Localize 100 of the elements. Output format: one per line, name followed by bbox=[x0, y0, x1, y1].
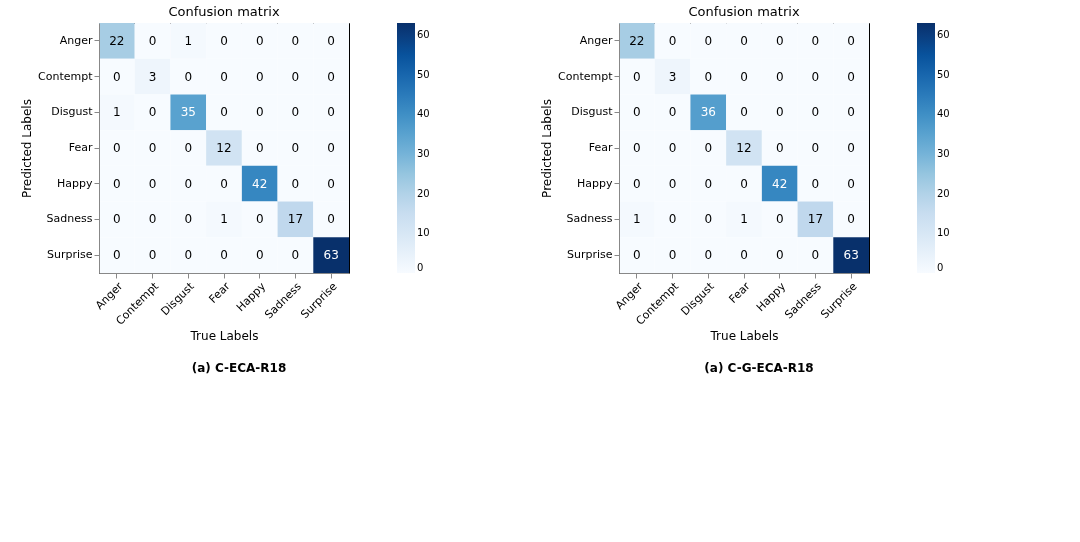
data-label: 0 bbox=[704, 176, 713, 191]
y-tick-label: Contempt bbox=[38, 69, 94, 83]
x-axis-title: True Labels bbox=[189, 328, 259, 343]
data-label: 0 bbox=[847, 105, 855, 120]
data-label: 0 bbox=[184, 69, 193, 84]
data-label: 0 bbox=[220, 105, 228, 120]
color-bar-label: 10 bbox=[417, 227, 430, 239]
data-label: 0 bbox=[255, 33, 264, 48]
data-label: 0 bbox=[184, 176, 193, 191]
data-label: 0 bbox=[291, 141, 300, 155]
data-label: 0 bbox=[291, 176, 300, 191]
data-label: 0 bbox=[220, 33, 228, 48]
data-label: 3 bbox=[668, 69, 677, 84]
data-label: 0 bbox=[327, 105, 335, 120]
data-label: 0 bbox=[704, 69, 713, 84]
data-label: 0 bbox=[113, 176, 121, 191]
data-label: 0 bbox=[740, 69, 748, 84]
data-label: 0 bbox=[291, 248, 300, 263]
data-label: 0 bbox=[668, 141, 677, 155]
y-tick-label: Surprise bbox=[566, 248, 613, 262]
data-label: 1 bbox=[113, 105, 121, 120]
data-label: 0 bbox=[148, 248, 157, 263]
data-label: 0 bbox=[811, 105, 820, 120]
data-label: 0 bbox=[327, 212, 335, 227]
data-label: 0 bbox=[327, 176, 335, 191]
data-label: 35 bbox=[180, 105, 196, 120]
data-label: 0 bbox=[704, 248, 713, 263]
data-label: 0 bbox=[740, 33, 748, 48]
text: (a) C-ECA-R18 bbox=[191, 361, 287, 375]
y-tick-label: Disgust bbox=[571, 105, 614, 119]
data-label: 0 bbox=[775, 212, 784, 227]
data-label: 0 bbox=[740, 176, 748, 191]
data-label: 0 bbox=[291, 105, 300, 120]
color-bar-label: 0 bbox=[937, 262, 944, 273]
x-axis-title: True Labels bbox=[709, 328, 779, 343]
data-label: 0 bbox=[148, 176, 157, 191]
data-label: 3 bbox=[148, 69, 157, 84]
data-label: 0 bbox=[775, 248, 784, 263]
data-label: 1 bbox=[220, 212, 228, 227]
y-tick-label: Anger bbox=[59, 33, 93, 47]
data-label: 0 bbox=[255, 105, 264, 120]
color-bar-label: 40 bbox=[937, 108, 950, 120]
color-bar-label: 20 bbox=[937, 187, 950, 199]
color-bar-label: 10 bbox=[937, 227, 950, 239]
data-label: 0 bbox=[148, 105, 157, 120]
data-label: 0 bbox=[255, 248, 264, 263]
data-label: 0 bbox=[668, 176, 677, 191]
color-bar-label: 0 bbox=[417, 262, 424, 273]
data-label: 0 bbox=[255, 141, 264, 155]
data-label: 17 bbox=[807, 212, 824, 227]
data-label: 0 bbox=[633, 105, 641, 120]
data-label: 0 bbox=[633, 69, 641, 84]
data-label: 0 bbox=[291, 33, 300, 48]
data-label: 0 bbox=[148, 141, 157, 155]
data-label: 0 bbox=[184, 141, 193, 155]
data-label: 0 bbox=[220, 248, 228, 263]
y-tick-label: Happy bbox=[57, 176, 93, 190]
data-label: 0 bbox=[668, 105, 677, 120]
data-label: 0 bbox=[633, 248, 641, 263]
data-label: 0 bbox=[775, 33, 784, 48]
data-label: 0 bbox=[811, 248, 820, 263]
data-label: 0 bbox=[113, 248, 121, 263]
color-bar-label: 60 bbox=[937, 28, 950, 40]
data-label: 1 bbox=[633, 212, 641, 227]
data-label: 63 bbox=[843, 248, 859, 263]
data-label: 0 bbox=[220, 176, 228, 191]
data-label: 0 bbox=[633, 141, 641, 155]
data-label: 1 bbox=[184, 33, 193, 48]
data-label: 0 bbox=[811, 33, 820, 48]
data-label: 0 bbox=[633, 176, 641, 191]
data-label: 0 bbox=[327, 33, 335, 48]
data-label: 42 bbox=[772, 176, 788, 191]
data-label: 0 bbox=[220, 69, 228, 84]
data-label: 12 bbox=[216, 141, 232, 155]
data-label: 0 bbox=[668, 212, 677, 227]
data-label: 12 bbox=[736, 141, 752, 155]
data-label: 0 bbox=[668, 33, 677, 48]
data-label: 0 bbox=[811, 69, 820, 84]
y-tick-label: Sadness bbox=[46, 212, 93, 226]
data-label: 0 bbox=[327, 69, 335, 84]
data-label: 0 bbox=[704, 141, 713, 155]
y-tick-label: Fear bbox=[588, 141, 613, 154]
data-label: 0 bbox=[255, 212, 264, 227]
data-label: 0 bbox=[184, 248, 193, 263]
y-axis-title: Predicted Labels bbox=[20, 99, 35, 198]
data-label: 36 bbox=[700, 105, 716, 120]
chart-title: Confusion matrix bbox=[168, 4, 280, 19]
data-label: 0 bbox=[704, 33, 713, 48]
color-bar-label: 20 bbox=[417, 187, 430, 199]
data-label: 0 bbox=[255, 69, 264, 84]
data-label: 0 bbox=[847, 69, 855, 84]
data-label: 22 bbox=[629, 33, 645, 48]
data-label: 0 bbox=[740, 248, 748, 263]
data-label: 0 bbox=[704, 212, 713, 227]
data-label: 0 bbox=[811, 141, 820, 155]
y-tick-label: Anger bbox=[579, 33, 613, 47]
data-label: 0 bbox=[668, 248, 677, 263]
data-label: 22 bbox=[109, 33, 125, 48]
text: (a) C-G-ECA-R18 bbox=[704, 361, 814, 375]
color-bar-label: 30 bbox=[937, 147, 950, 159]
